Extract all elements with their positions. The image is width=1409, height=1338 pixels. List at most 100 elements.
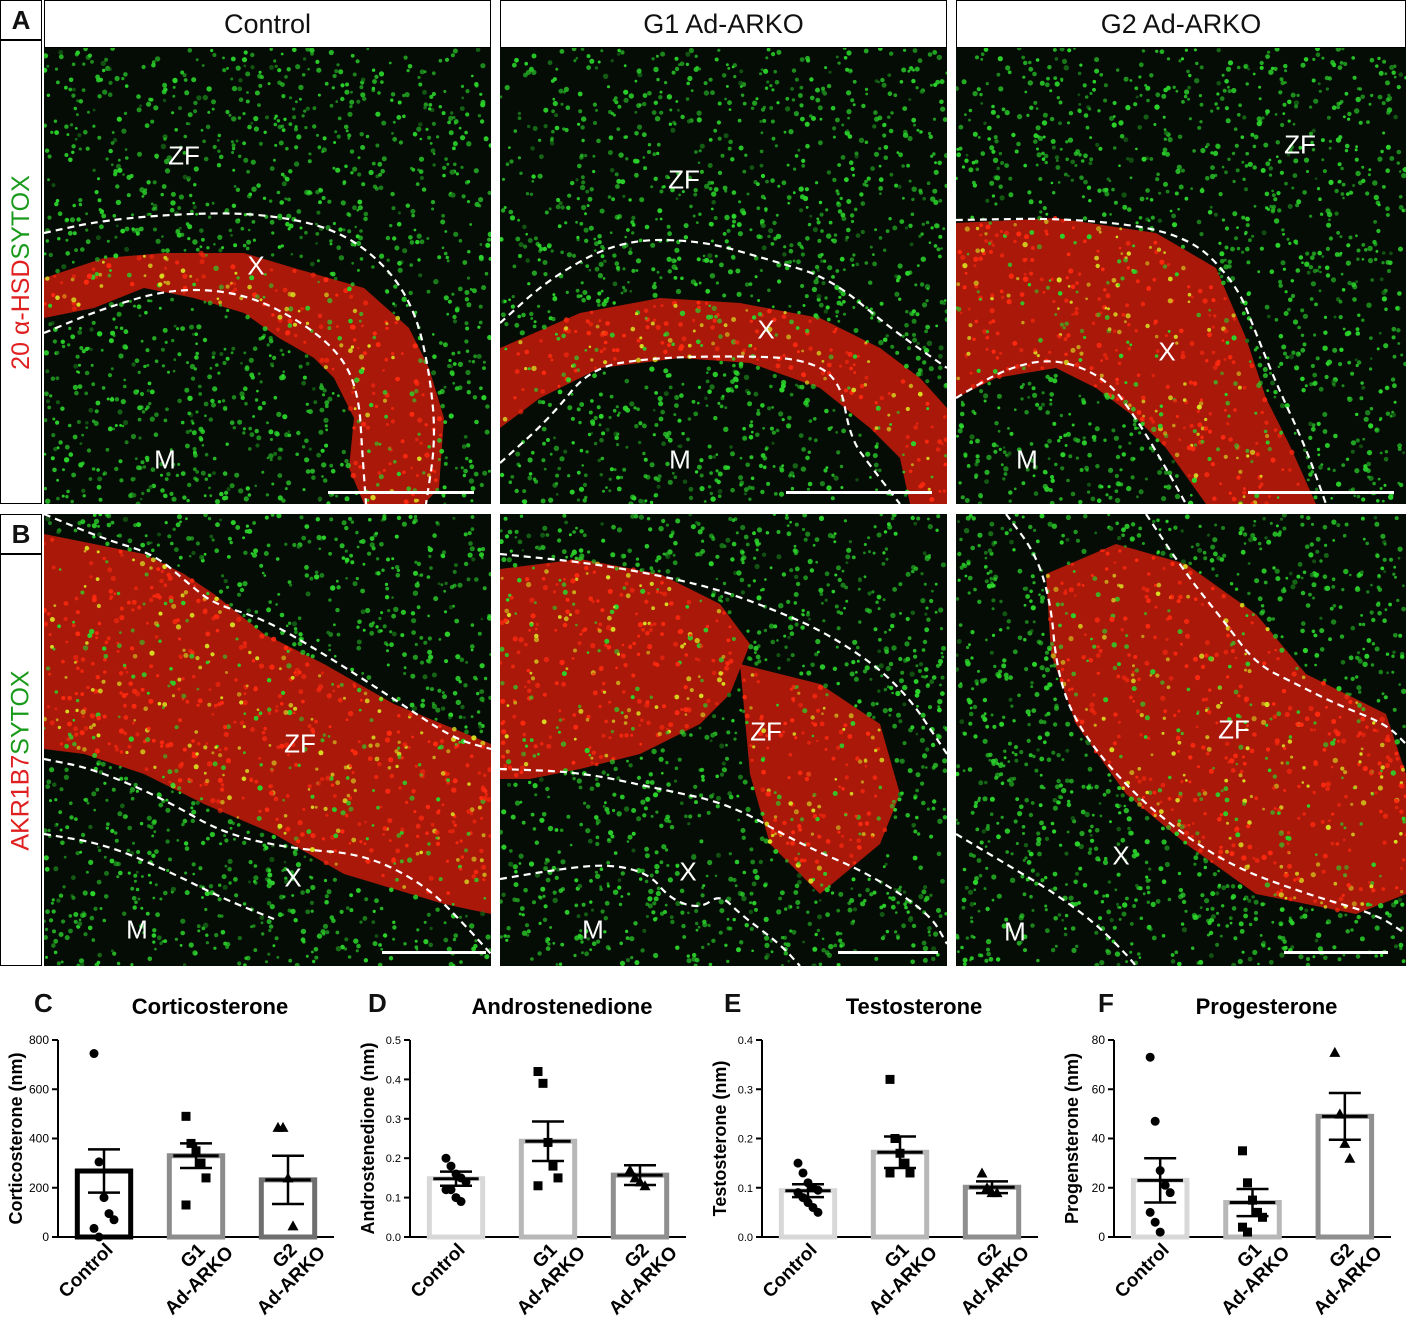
- zone-label-x: X: [1158, 337, 1175, 368]
- data-point-square: [192, 1146, 201, 1155]
- x-tick-label: G1Ad-ARKO: [849, 1227, 941, 1319]
- y-tick-label: 0: [42, 1230, 49, 1244]
- data-point-circle: [1166, 1188, 1175, 1197]
- y-axis-label: Testosterone (nm): [710, 1061, 730, 1217]
- scale-bar: [786, 491, 932, 494]
- data-point-circle: [814, 1208, 823, 1217]
- data-point-square: [1248, 1196, 1257, 1205]
- zone-label-m: M: [126, 915, 148, 946]
- zone-label-zf: ZF: [668, 165, 700, 196]
- data-point-circle: [1156, 1228, 1165, 1237]
- zone-label-m: M: [582, 915, 604, 946]
- zone-label-x: X: [247, 251, 264, 282]
- y-tick-label: 200: [29, 1181, 49, 1195]
- data-point-circle: [1151, 1117, 1160, 1126]
- y-tick-label: 0.4: [738, 1035, 753, 1047]
- stain-green-label: SYTOX: [7, 670, 35, 754]
- chart-title: Testosterone: [846, 994, 983, 1019]
- zone-label-zf: ZF: [750, 717, 782, 748]
- data-point-square: [886, 1075, 895, 1084]
- zone-label-zf: ZF: [1218, 715, 1250, 746]
- data-point-square: [901, 1159, 910, 1168]
- y-tick-label: 0.3: [738, 1084, 753, 1096]
- chart-title: Androstenedione: [472, 994, 653, 1019]
- scale-bar: [1284, 951, 1388, 954]
- column-title-g1: G1 Ad-ARKO: [500, 0, 947, 48]
- scale-bar: [838, 951, 938, 954]
- stain-green-label: SYTOX: [7, 175, 35, 259]
- y-tick-label: 20: [1092, 1181, 1106, 1195]
- x-tick-label: G2Ad-ARKO: [1294, 1227, 1386, 1319]
- y-tick-label: 0.1: [386, 1193, 401, 1205]
- data-point-circle: [814, 1186, 823, 1195]
- micrograph-b-g2: [956, 514, 1406, 966]
- x-tick-label: Control: [55, 1240, 118, 1303]
- micrograph-a-g1: [500, 48, 947, 504]
- scale-bar: [328, 491, 474, 494]
- x-tick-label: G1Ad-ARKO: [1202, 1227, 1294, 1319]
- data-point-square: [534, 1067, 543, 1076]
- data-point-circle: [90, 1049, 99, 1058]
- chart-title: Corticosterone: [132, 994, 288, 1019]
- x-tick-label: G2Ad-ARKO: [589, 1227, 681, 1319]
- micrograph-a-g2: [956, 48, 1406, 504]
- zone-label-m: M: [154, 445, 176, 476]
- data-point-circle: [447, 1185, 456, 1194]
- y-tick-label: 0.5: [386, 1035, 401, 1047]
- data-point-circle: [1146, 1208, 1155, 1217]
- data-point-circle: [794, 1159, 803, 1168]
- y-axis-label: Corticosterone (nm): [6, 1052, 26, 1224]
- x-tick-label: G2Ad-ARKO: [941, 1227, 1033, 1319]
- data-point-circle: [110, 1215, 119, 1224]
- y-tick-label: 0.2: [386, 1153, 401, 1165]
- zone-label-m: M: [1016, 445, 1038, 476]
- bar: [429, 1179, 482, 1237]
- x-tick-label: Control: [1111, 1240, 1174, 1303]
- y-tick-label: 0.0: [386, 1232, 401, 1244]
- data-point-circle: [90, 1224, 99, 1233]
- x-tick-label: G2Ad-ARKO: [237, 1227, 329, 1319]
- micrograph-a-control: [44, 48, 491, 504]
- y-tick-label: 0.2: [738, 1134, 753, 1146]
- zone-label-x: X: [679, 857, 696, 888]
- data-point-square: [1258, 1213, 1267, 1222]
- data-point-square: [554, 1173, 563, 1182]
- data-point-square: [182, 1200, 191, 1209]
- data-point-circle: [100, 1193, 109, 1202]
- y-tick-label: 0.4: [386, 1074, 401, 1086]
- y-tick-label: 0.1: [738, 1183, 753, 1195]
- data-point-circle: [462, 1177, 471, 1186]
- chart-corticosterone: Corticosterone Corticosterone (nm) 0 200 400…: [0, 982, 352, 1333]
- data-point-square: [1243, 1178, 1252, 1187]
- zone-label-m: M: [669, 445, 691, 476]
- y-tick-label: 40: [1092, 1132, 1106, 1146]
- zone-label-zf: ZF: [168, 141, 200, 172]
- micrograph-b-control: [44, 514, 491, 966]
- data-point-square: [544, 1138, 553, 1147]
- y-tick-label: 80: [1092, 1033, 1106, 1047]
- data-point-circle: [457, 1197, 466, 1206]
- data-point-square: [886, 1168, 895, 1177]
- data-point-square: [182, 1112, 191, 1121]
- data-point-square: [1238, 1146, 1247, 1155]
- data-point-square: [1243, 1228, 1252, 1237]
- stain-red-label: AKR1B7: [7, 754, 35, 850]
- data-point-square: [891, 1134, 900, 1143]
- zone-label-m: M: [1004, 917, 1026, 948]
- y-tick-label: 400: [29, 1132, 49, 1146]
- micrograph-b-g1: [500, 514, 947, 966]
- zone-label-x: X: [1112, 841, 1129, 872]
- data-point-square: [197, 1159, 206, 1168]
- zone-label-zf: ZF: [1284, 130, 1316, 161]
- data-point-square: [539, 1079, 548, 1088]
- zone-label-x: X: [757, 315, 774, 346]
- data-point-circle: [95, 1157, 104, 1166]
- chart-title: Progesterone: [1196, 994, 1338, 1019]
- zone-label-x: X: [284, 863, 301, 894]
- panel-letter-a: A: [0, 0, 42, 40]
- stain-red-label: 20 α-HSD: [7, 259, 35, 369]
- x-tick-label: Control: [759, 1240, 822, 1303]
- scale-bar: [1248, 491, 1394, 494]
- data-point-circle: [442, 1154, 451, 1163]
- data-point-square: [202, 1173, 211, 1182]
